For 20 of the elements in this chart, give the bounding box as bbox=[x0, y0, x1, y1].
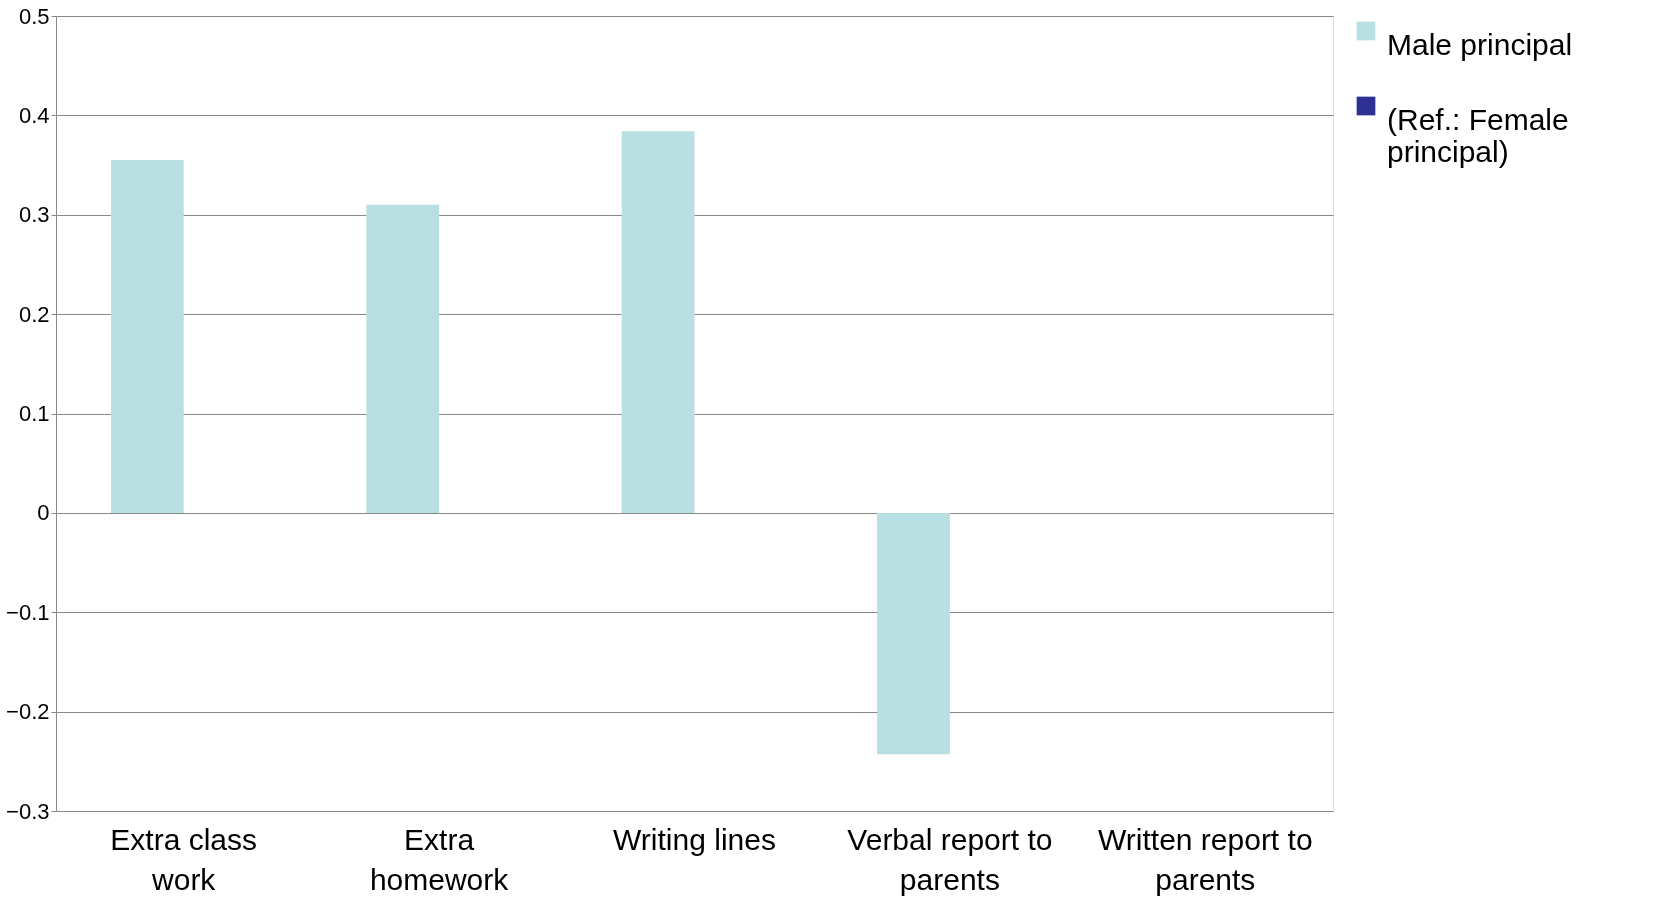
bar bbox=[366, 204, 440, 513]
legend-label: (Ref.: Female principal) bbox=[1387, 103, 1569, 168]
y-tick-label: −0.2 bbox=[6, 699, 50, 725]
x-tick-label: Verbal report to parents bbox=[847, 822, 1053, 896]
x-tick-label: Extra homework bbox=[369, 822, 510, 896]
y-tick-label: 0.4 bbox=[18, 102, 50, 128]
y-tick-label: 0.2 bbox=[18, 301, 50, 327]
x-tick-label: Written report to parents bbox=[1098, 822, 1313, 896]
legend-label: Male principal bbox=[1387, 28, 1573, 61]
y-tick-label: 0.1 bbox=[18, 401, 50, 426]
y-tick-label: 0.5 bbox=[18, 3, 50, 29]
bar bbox=[877, 512, 950, 755]
y-tick-label: −0.1 bbox=[6, 599, 50, 625]
y-tick-label: 0 bbox=[37, 500, 50, 526]
x-tick-label: Writing lines bbox=[613, 822, 776, 856]
x-tick-label: Extra class work bbox=[110, 822, 258, 896]
y-tick-label: 0.3 bbox=[18, 202, 50, 228]
y-tick-label: −0.3 bbox=[6, 798, 50, 824]
bar bbox=[110, 160, 184, 513]
bar bbox=[621, 131, 695, 513]
